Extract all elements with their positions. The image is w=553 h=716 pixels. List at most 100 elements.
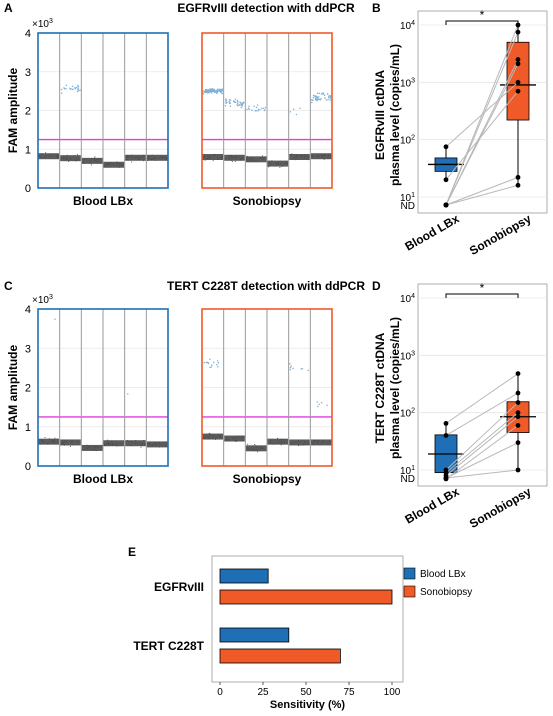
negative-droplet-band: [81, 157, 103, 164]
bar: [219, 589, 393, 605]
positive-droplet: [240, 106, 243, 109]
negative-droplet: [298, 442, 300, 444]
negative-droplet: [52, 154, 54, 156]
positive-droplet: [213, 361, 215, 364]
positive-droplet: [216, 360, 219, 362]
negative-droplet: [277, 161, 279, 163]
negative-droplet: [293, 442, 296, 444]
data-point: [443, 177, 449, 183]
positive-droplet: [234, 101, 237, 104]
negative-droplet: [214, 438, 216, 440]
negative-droplet: [95, 158, 97, 160]
negative-droplet: [305, 156, 307, 158]
positive-droplet: [210, 90, 213, 93]
negative-droplet: [233, 438, 235, 440]
negative-droplet-band: [60, 439, 81, 446]
positive-droplet: [69, 88, 72, 90]
negative-droplet: [86, 447, 88, 449]
negative-droplet: [148, 443, 150, 446]
negative-droplet: [65, 156, 67, 158]
negative-droplet: [214, 153, 216, 156]
negative-droplet-band: [38, 438, 60, 445]
negative-droplet: [43, 442, 46, 444]
negative-droplet: [302, 443, 304, 445]
negative-droplet: [234, 160, 236, 163]
negative-droplet: [38, 155, 40, 157]
negative-droplet: [251, 447, 253, 449]
negative-droplet: [155, 157, 157, 159]
negative-droplet: [295, 157, 298, 159]
negative-droplet: [262, 158, 264, 160]
negative-droplet: [75, 160, 77, 162]
positive-droplet: [220, 88, 223, 91]
positive-droplet: [217, 366, 219, 368]
negative-droplet: [321, 155, 323, 157]
positive-droplet: [311, 101, 313, 104]
negative-droplet: [137, 158, 139, 160]
positive-droplet: [237, 100, 239, 103]
negative-droplet: [254, 444, 256, 446]
negative-droplet-band: [289, 439, 310, 446]
negative-droplet: [155, 444, 157, 446]
positive-droplet: [207, 89, 209, 91]
negative-droplet: [106, 443, 108, 445]
negative-droplet-band: [146, 441, 168, 448]
negative-droplet: [323, 158, 325, 160]
significance-bracket: [445, 293, 519, 298]
negative-droplet: [60, 444, 62, 446]
positive-droplet: [329, 94, 331, 97]
negative-droplet: [49, 155, 51, 157]
negative-droplet: [112, 163, 114, 165]
negative-droplet: [255, 160, 257, 162]
negative-droplet: [119, 444, 121, 447]
negative-droplet: [56, 155, 59, 157]
positive-droplet: [63, 87, 65, 89]
negative-droplet: [280, 440, 283, 442]
negative-droplet: [298, 445, 300, 447]
negative-droplet: [279, 439, 282, 441]
group-label: Sonobiopsy: [233, 194, 302, 208]
negative-droplet: [261, 155, 263, 157]
negative-droplet: [159, 442, 161, 444]
positive-droplet: [317, 405, 319, 408]
negative-droplet: [289, 444, 291, 446]
negative-droplet: [312, 443, 314, 445]
negative-droplet: [270, 442, 272, 444]
negative-droplet: [217, 158, 219, 160]
positive-droplet: [322, 93, 324, 96]
negative-droplet: [317, 439, 319, 441]
negative-droplet: [224, 158, 226, 160]
negative-droplet: [89, 159, 91, 161]
negative-droplet: [127, 155, 130, 157]
negative-droplet: [84, 158, 86, 160]
negative-droplet: [212, 437, 214, 440]
y-tick-label: 1: [25, 422, 31, 434]
category-label: Sonobiopsy: [467, 484, 534, 531]
negative-droplet: [327, 442, 329, 444]
negative-droplet: [254, 160, 256, 162]
positive-droplet: [224, 105, 227, 107]
panel-label-d: D: [372, 279, 381, 293]
negative-droplet: [275, 442, 277, 444]
negative-droplet: [108, 162, 110, 164]
negative-droplet: [163, 442, 165, 444]
negative-droplet: [98, 159, 100, 161]
positive-droplet: [60, 88, 63, 91]
negative-droplet: [143, 154, 145, 157]
negative-droplet: [127, 441, 130, 443]
negative-droplet-band: [310, 153, 332, 160]
negative-droplet: [151, 154, 153, 156]
negative-droplet: [212, 435, 215, 437]
negative-droplet: [251, 448, 253, 450]
negative-droplet-band: [125, 154, 146, 161]
negative-droplet: [144, 159, 146, 161]
positive-droplet: [225, 101, 227, 103]
pair-line: [445, 81, 519, 148]
negative-droplet: [314, 440, 316, 442]
negative-droplet: [62, 156, 64, 158]
negative-droplet: [90, 449, 92, 451]
bar: [219, 568, 269, 584]
positive-droplet: [316, 97, 318, 99]
negative-droplet: [252, 159, 254, 161]
negative-droplet: [240, 158, 242, 160]
